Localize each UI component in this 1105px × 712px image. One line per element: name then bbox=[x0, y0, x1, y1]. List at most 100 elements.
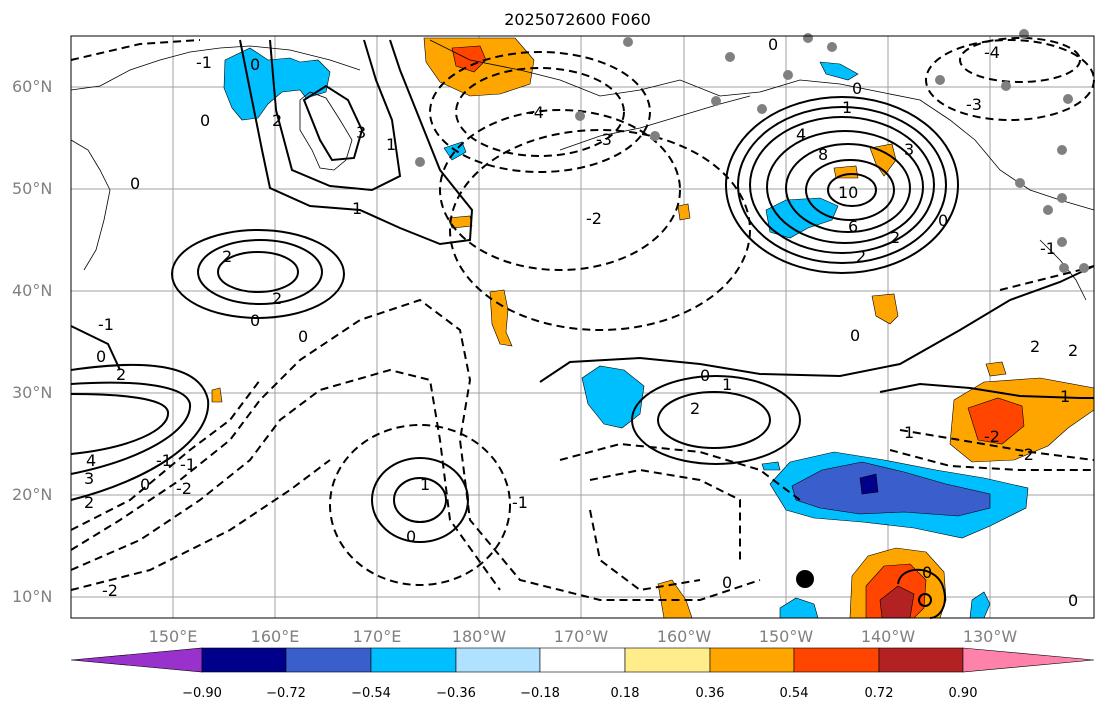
contour-label: -1 bbox=[98, 315, 114, 334]
shade-navy-core bbox=[859, 473, 879, 495]
contour-label: 2 bbox=[116, 365, 126, 384]
contour-label: 0 bbox=[852, 79, 862, 98]
contour-label-group: 1 4 8 10 6 2 0 3 1 2 2 0 0 -4 -3 -2 -1 0… bbox=[84, 35, 1078, 610]
contour-label: -4 bbox=[528, 103, 544, 122]
contour-label: 0 bbox=[250, 55, 260, 74]
colorbar-tick-label: 0.90 bbox=[948, 686, 978, 701]
contour-label: 2 bbox=[222, 247, 232, 266]
plot-frame bbox=[70, 35, 1095, 619]
contour-label: -2 bbox=[984, 427, 1000, 446]
contour-label: 2 bbox=[1068, 341, 1078, 360]
negative-contours bbox=[70, 37, 1095, 601]
shade-blue-south-1 bbox=[779, 597, 819, 619]
contour-label: 1 bbox=[420, 475, 430, 494]
shade-blue-south-2 bbox=[969, 591, 991, 619]
contour-label: -2 bbox=[1018, 445, 1034, 464]
shade-red-east bbox=[967, 397, 1025, 445]
shade-orange-small-3 bbox=[677, 203, 691, 221]
colorbar-tick-label: 0.54 bbox=[779, 686, 809, 701]
colorbar-tick-label: −0.18 bbox=[520, 686, 560, 701]
contour-label: 2 bbox=[690, 399, 700, 418]
contour-label: 0 bbox=[938, 211, 948, 230]
contour-label: -4 bbox=[984, 43, 1000, 62]
contour-label: 2 bbox=[890, 228, 900, 247]
colorbar-tick-label: −0.36 bbox=[436, 686, 476, 701]
lon-label-170w: 170°W bbox=[553, 627, 609, 646]
graticule bbox=[71, 36, 1094, 618]
shade-blue-small-2 bbox=[819, 61, 859, 81]
contour-label: 2 bbox=[272, 111, 282, 130]
contour-label: 1 bbox=[842, 98, 852, 117]
contour-label: 2 bbox=[856, 247, 866, 266]
contour-label: 4 bbox=[86, 451, 96, 470]
colorbar-tick-label: 0.72 bbox=[864, 686, 894, 701]
shade-red-north bbox=[451, 45, 487, 73]
contour-label: 0 bbox=[922, 563, 932, 582]
lon-label-150w: 150°W bbox=[758, 627, 814, 646]
contour-label: 1 bbox=[386, 135, 396, 154]
contour-label: -1 bbox=[512, 493, 528, 512]
contour-label: 0 bbox=[768, 35, 778, 54]
contour-label: 3 bbox=[904, 140, 914, 159]
shade-blue-small-3 bbox=[761, 461, 781, 471]
colorbar-tick-label: −0.90 bbox=[182, 686, 222, 701]
contour-label: 0 bbox=[406, 527, 416, 546]
lon-label-180w: 180°W bbox=[451, 627, 507, 646]
lat-label-50n: 50°N bbox=[12, 179, 53, 198]
lon-label-170e: 170°E bbox=[352, 627, 402, 646]
contour-label: -2 bbox=[586, 209, 602, 228]
contour-label: -1 bbox=[196, 53, 212, 72]
contour-label: 8 bbox=[818, 145, 828, 164]
contour-label: 0 bbox=[700, 366, 710, 385]
lat-label-10n: 10°N bbox=[12, 587, 53, 606]
shade-orange-small-6 bbox=[869, 143, 897, 177]
shade-darkred-south bbox=[879, 585, 915, 619]
contour-label: 1 bbox=[1060, 387, 1070, 406]
lon-label-140w: 140°W bbox=[860, 627, 916, 646]
contour-label: 0 bbox=[140, 475, 150, 494]
colorbar-extend-right bbox=[962, 647, 1095, 673]
contour-label: 0 bbox=[1068, 591, 1078, 610]
contour-label: 0 bbox=[850, 326, 860, 345]
contour-label: 6 bbox=[848, 217, 858, 236]
contour-label: 3 bbox=[84, 469, 94, 488]
shade-orange-small-8 bbox=[985, 361, 1007, 377]
contour-label: 0 bbox=[298, 327, 308, 346]
contour-label: 0 bbox=[96, 347, 106, 366]
contour-label: 0 bbox=[130, 174, 140, 193]
shade-orange-small-2 bbox=[489, 289, 513, 347]
lat-label-20n: 20°N bbox=[12, 485, 53, 504]
shade-orange-small-5 bbox=[871, 293, 899, 325]
lon-label-160e: 160°E bbox=[250, 627, 300, 646]
lat-label-60n: 60°N bbox=[12, 77, 53, 96]
lon-label-150e: 150°E bbox=[148, 627, 198, 646]
colorbar-tick-label: 0.36 bbox=[695, 686, 725, 701]
contour-label: -1 bbox=[1040, 239, 1056, 258]
contour-label: 1 bbox=[904, 423, 914, 442]
contour-label: 0 bbox=[200, 111, 210, 130]
contour-label: 10 bbox=[838, 183, 858, 202]
positive-contours bbox=[70, 39, 1095, 619]
shade-orange-small-4 bbox=[211, 387, 223, 403]
colorbar-extend-left bbox=[70, 647, 203, 673]
contour-label: -2 bbox=[102, 581, 118, 600]
contour-label: 0 bbox=[722, 573, 732, 592]
contour-label: 1 bbox=[352, 199, 362, 218]
lon-label-130w: 130°W bbox=[962, 627, 1018, 646]
lon-label-160w: 160°W bbox=[656, 627, 712, 646]
contour-label: 4 bbox=[796, 125, 806, 144]
station-dots bbox=[415, 29, 1089, 273]
contour-label: -2 bbox=[176, 479, 192, 498]
colorbar-tick-label: −0.72 bbox=[266, 686, 306, 701]
shade-blue-mid bbox=[581, 365, 645, 429]
contour-label: 2 bbox=[84, 493, 94, 512]
contour-label: -3 bbox=[596, 130, 612, 149]
shade-darkblue-band bbox=[791, 461, 991, 517]
contour-label: 1 bbox=[722, 375, 732, 394]
colorbar-tick-label: −0.54 bbox=[351, 686, 391, 701]
colorbar bbox=[70, 647, 1095, 673]
marker-dot bbox=[796, 570, 814, 588]
lat-label-40n: 40°N bbox=[12, 281, 53, 300]
map-title: 2025072600 F060 bbox=[504, 10, 651, 29]
